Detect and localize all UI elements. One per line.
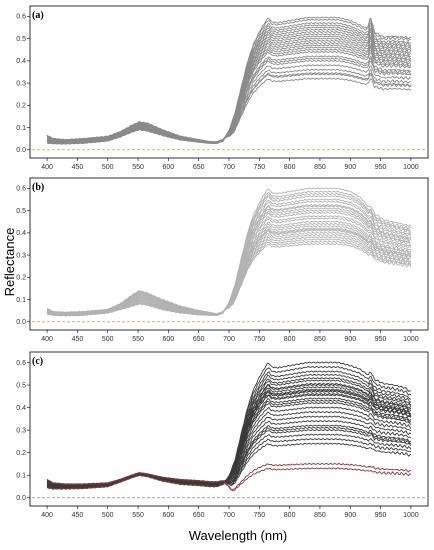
spectrum-line	[46, 44, 412, 144]
y-tick-label: 0.2	[16, 275, 26, 282]
x-tick-label: 650	[193, 512, 205, 519]
x-tick-label: 850	[314, 336, 326, 343]
x-tick-label: 650	[193, 336, 205, 343]
y-tick-label: 0.0	[16, 319, 26, 326]
y-axis-title: Reflectance	[2, 228, 17, 297]
panel-label: (c)	[32, 356, 43, 367]
x-tick-label: 500	[102, 164, 114, 171]
y-tick-label: 0.6	[16, 14, 26, 21]
x-tick-label: 1000	[403, 164, 419, 171]
x-tick-label: 400	[41, 164, 53, 171]
x-tick-label: 600	[163, 336, 175, 343]
x-tick-label: 950	[375, 512, 387, 519]
spectrum-line	[47, 211, 411, 316]
x-tick-label: 1000	[403, 512, 419, 519]
highlighted-spectrum-line	[46, 462, 411, 491]
spectrum-line	[46, 415, 412, 487]
x-tick-label: 950	[375, 164, 387, 171]
x-tick-label: 1000	[403, 336, 419, 343]
x-tick-label: 900	[344, 512, 356, 519]
spectrum-line	[46, 42, 412, 144]
x-tick-label: 850	[314, 164, 326, 171]
x-tick-label: 700	[223, 336, 235, 343]
x-tick-label: 800	[284, 164, 296, 171]
panel-c: 0.0 0.1 0.2 0.3 0.4 0.5 0.6 400 450 500 550 600 650 7…	[16, 351, 429, 519]
x-tick-label: 950	[375, 336, 387, 343]
panel-b: 0.0 0.1 0.2 0.3 0.4 0.5 0.6 400 450 500 550 600 650 7…	[16, 177, 429, 343]
panel-label: (b)	[32, 182, 44, 193]
x-tick-label: 550	[132, 164, 144, 171]
spectrum-line	[46, 209, 411, 316]
x-tick-label: 800	[284, 512, 296, 519]
x-tick-label: 700	[223, 164, 235, 171]
spectrum-line	[46, 77, 412, 144]
spectrum-line	[46, 16, 411, 145]
x-tick-label: 450	[72, 336, 84, 343]
spectrum-line	[46, 64, 412, 144]
y-tick-label: 0.4	[16, 405, 26, 412]
y-tick-label: 0.6	[16, 186, 26, 193]
x-axis-title: Wavelength (nm)	[189, 528, 288, 543]
x-tick-label: 900	[344, 336, 356, 343]
y-tick-label: 0.1	[16, 125, 26, 132]
x-tick-label: 800	[284, 336, 296, 343]
spectrum-line	[46, 399, 412, 488]
spectrum-line	[47, 28, 412, 144]
x-tick-label: 750	[253, 512, 265, 519]
y-tick-label: 0.3	[16, 427, 26, 434]
x-tick-label: 500	[102, 336, 114, 343]
spectrum-line	[46, 217, 412, 316]
x-tick-label: 600	[163, 512, 175, 519]
spectrum-line	[46, 220, 412, 316]
panel-a: 0.0 0.1 0.2 0.3 0.4 0.5 0.6 400 450 500 550 600 650 7…	[16, 5, 429, 171]
x-tick-label: 900	[344, 164, 356, 171]
spectrum-line	[46, 406, 412, 487]
spectrum-line	[46, 190, 411, 317]
x-tick-label: 750	[253, 336, 265, 343]
y-tick-label: 0.5	[16, 208, 26, 215]
spectrum-line	[46, 365, 412, 490]
x-tick-label: 550	[132, 336, 144, 343]
x-tick-label: 600	[163, 164, 175, 171]
y-tick-label: 0.2	[16, 103, 26, 110]
spectrum-line	[46, 390, 412, 488]
y-tick-label: 0.3	[16, 252, 26, 259]
spectrum-line	[47, 242, 412, 315]
spectrum-line	[46, 35, 412, 144]
highlighted-spectrum-line	[46, 467, 411, 492]
y-tick-label: 0.5	[16, 36, 26, 43]
spectrum-line	[47, 24, 412, 145]
spectrum-line	[47, 388, 412, 489]
x-tick-label: 650	[193, 164, 205, 171]
x-tick-label: 450	[72, 512, 84, 519]
x-tick-label: 700	[223, 512, 235, 519]
x-tick-label: 400	[41, 336, 53, 343]
panel-label: (a)	[32, 10, 44, 21]
y-tick-label: 0.4	[16, 230, 26, 237]
y-tick-label: 0.0	[16, 147, 26, 154]
y-tick-label: 0.6	[16, 360, 26, 367]
spectrum-line	[46, 50, 412, 144]
y-tick-label: 0.1	[16, 473, 26, 480]
spectrum-line	[47, 379, 412, 489]
y-tick-label: 0.4	[16, 58, 26, 65]
y-tick-label: 0.3	[16, 80, 26, 87]
spectrum-line	[46, 187, 411, 317]
x-tick-label: 850	[314, 512, 326, 519]
spectrum-line	[46, 30, 412, 144]
y-tick-label: 0.2	[16, 450, 26, 457]
x-tick-label: 750	[253, 164, 265, 171]
spectrum-line	[46, 21, 412, 145]
y-tick-label: 0.5	[16, 382, 26, 389]
y-tick-label: 0.0	[16, 495, 26, 502]
x-tick-label: 400	[41, 512, 53, 519]
spectrum-line	[46, 205, 412, 316]
x-tick-label: 450	[72, 164, 84, 171]
x-tick-label: 550	[132, 512, 144, 519]
x-tick-label: 500	[102, 512, 114, 519]
y-tick-label: 0.1	[16, 297, 26, 304]
